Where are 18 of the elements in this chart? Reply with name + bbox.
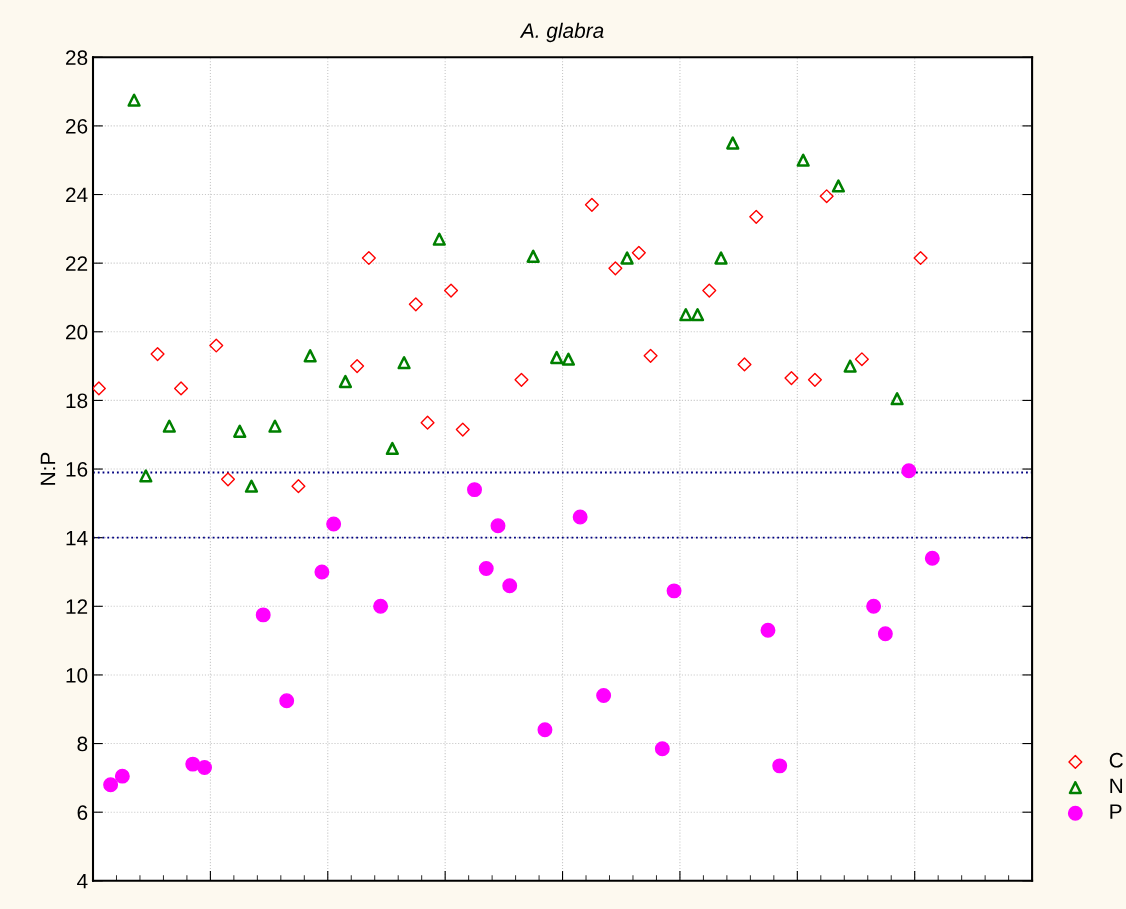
legend-label: C: [1109, 752, 1123, 768]
y-tick-label: 6: [77, 805, 88, 820]
y-tick-label: 24: [66, 187, 88, 203]
y-axis-title: N:P: [40, 452, 56, 485]
y-tick-label: 14: [66, 530, 88, 546]
y-tick-label: 12: [66, 599, 88, 614]
y-tick-label: 4: [77, 874, 88, 889]
y-tick-label: 16: [66, 462, 88, 477]
y-tick-label: 18: [66, 393, 88, 409]
y-tick-label: 26: [66, 118, 88, 134]
y-tick-label: 22: [66, 256, 88, 271]
y-tick-label: 28: [66, 50, 88, 66]
y-tick-label: 8: [77, 736, 88, 752]
legend-label: N: [1110, 778, 1123, 794]
y-tick-label: 10: [66, 667, 88, 683]
chart-title: A. glabra: [519, 22, 604, 43]
legend-label: P: [1110, 804, 1122, 819]
y-tick-label: 20: [66, 324, 88, 340]
